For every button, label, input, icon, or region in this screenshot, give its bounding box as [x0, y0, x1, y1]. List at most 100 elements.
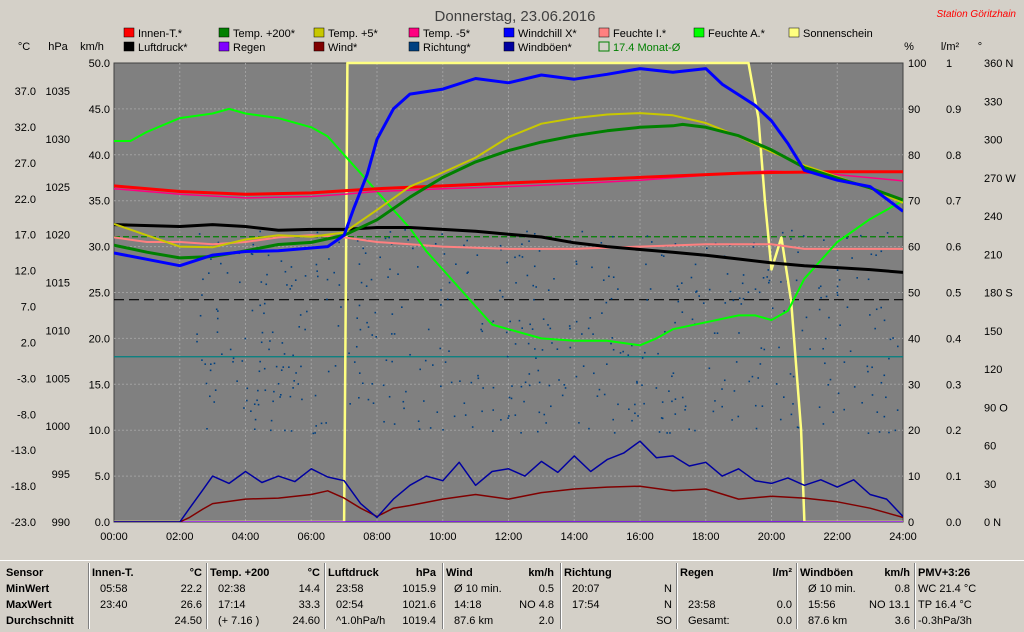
- summary-unit: °C: [307, 567, 320, 579]
- direction-point: [358, 396, 360, 399]
- direction-point: [849, 350, 852, 353]
- direction-point: [208, 272, 210, 274]
- direction-point: [714, 400, 716, 402]
- direction-point: [397, 273, 399, 275]
- direction-point: [239, 281, 241, 284]
- summary-row: Ø 10 min. 0.8: [800, 581, 910, 597]
- tick-celsius: 27.0: [15, 158, 36, 170]
- direction-point: [253, 403, 256, 406]
- tick-rain: 0.6: [946, 242, 961, 254]
- direction-point: [196, 333, 198, 335]
- direction-point: [293, 380, 295, 382]
- summary-separator: [560, 563, 562, 629]
- direction-point: [403, 407, 405, 410]
- summary-value: SO: [656, 615, 672, 627]
- series-temp-5-: [114, 112, 903, 249]
- direction-point: [254, 428, 256, 431]
- direction-point: [388, 236, 390, 239]
- summary-separator: [442, 563, 444, 629]
- direction-point: [289, 395, 292, 398]
- direction-point: [792, 375, 795, 378]
- summary-time: 05:58: [100, 583, 128, 595]
- tick-direction: 30: [984, 479, 996, 491]
- tick-direction: 270 W: [984, 173, 1016, 185]
- direction-point: [668, 390, 670, 392]
- direction-point: [569, 346, 572, 349]
- direction-point: [545, 422, 547, 424]
- direction-point: [666, 432, 668, 434]
- direction-point: [292, 354, 294, 357]
- direction-point: [450, 381, 453, 384]
- legend-label-1: Temp. +200*: [233, 28, 296, 40]
- direction-point: [738, 297, 741, 300]
- direction-point: [325, 422, 327, 424]
- summary-header: Regen: [680, 567, 714, 579]
- direction-point: [416, 266, 419, 268]
- tick-celsius: -3.0: [17, 373, 36, 385]
- tick-kmh: 25.0: [89, 288, 110, 300]
- direction-point: [592, 333, 594, 335]
- tick-kmh: 45.0: [89, 104, 110, 116]
- direction-point: [277, 382, 280, 385]
- summary-separator: [914, 563, 916, 629]
- direction-point: [768, 279, 771, 282]
- direction-point: [783, 396, 785, 398]
- direction-point: [600, 241, 603, 244]
- summary-row: Ø 10 min. 0.5: [446, 581, 554, 597]
- tick-direction: 0 N: [984, 517, 1001, 529]
- direction-point: [251, 253, 254, 256]
- direction-point: [521, 256, 524, 258]
- summary-time: 87.6 km: [808, 615, 848, 627]
- direction-point: [627, 354, 630, 356]
- direction-point: [215, 308, 218, 311]
- summary-unit: hPa: [415, 567, 436, 579]
- legend-label-10: Wind*: [328, 42, 358, 54]
- direction-point: [492, 386, 495, 389]
- direction-point: [358, 372, 361, 374]
- direction-point: [198, 233, 201, 235]
- direction-point: [444, 361, 447, 363]
- direction-point: [506, 261, 508, 264]
- direction-point: [795, 279, 798, 282]
- tick-direction: 90 O: [984, 402, 1008, 414]
- plot-layer: [114, 61, 903, 522]
- direction-point: [538, 250, 541, 252]
- summary-row: 14:18 NO 4.8: [446, 597, 554, 613]
- series-sonnenschein: [114, 61, 903, 522]
- direction-point: [661, 401, 664, 403]
- summary-column-8: PMV+3:26 WC 21.4 °C TP 16.4 °C -0.3hPa/3h: [918, 563, 1018, 631]
- direction-point: [273, 390, 275, 393]
- direction-point: [209, 395, 211, 398]
- direction-point: [672, 372, 675, 374]
- direction-point: [387, 276, 389, 278]
- direction-point: [424, 359, 427, 362]
- direction-point: [742, 274, 745, 276]
- direction-point: [760, 347, 763, 349]
- direction-point: [797, 251, 799, 254]
- tick-percent: 30: [908, 379, 920, 391]
- direction-point: [871, 394, 874, 396]
- direction-point: [561, 394, 564, 397]
- direction-point: [883, 374, 886, 377]
- direction-point: [526, 274, 529, 277]
- summary-time: 17:54: [572, 599, 600, 611]
- direction-point: [537, 430, 539, 433]
- direction-point: [740, 303, 743, 305]
- direction-point: [797, 426, 800, 429]
- tick-time: 18:00: [692, 531, 720, 543]
- series-feuchte-a-: [114, 107, 903, 347]
- direction-point: [724, 302, 727, 304]
- direction-point: [226, 272, 229, 274]
- direction-point: [299, 314, 302, 316]
- direction-point: [767, 269, 770, 271]
- direction-point: [880, 250, 883, 253]
- direction-point: [259, 304, 262, 307]
- direction-point: [758, 291, 761, 294]
- legend-swatch-6: [693, 27, 705, 38]
- direction-point: [470, 381, 473, 384]
- direction-point: [612, 235, 614, 238]
- direction-point: [741, 282, 744, 285]
- direction-point: [550, 405, 552, 408]
- direction-point: [533, 265, 536, 268]
- tick-hpa: 1000: [46, 421, 70, 433]
